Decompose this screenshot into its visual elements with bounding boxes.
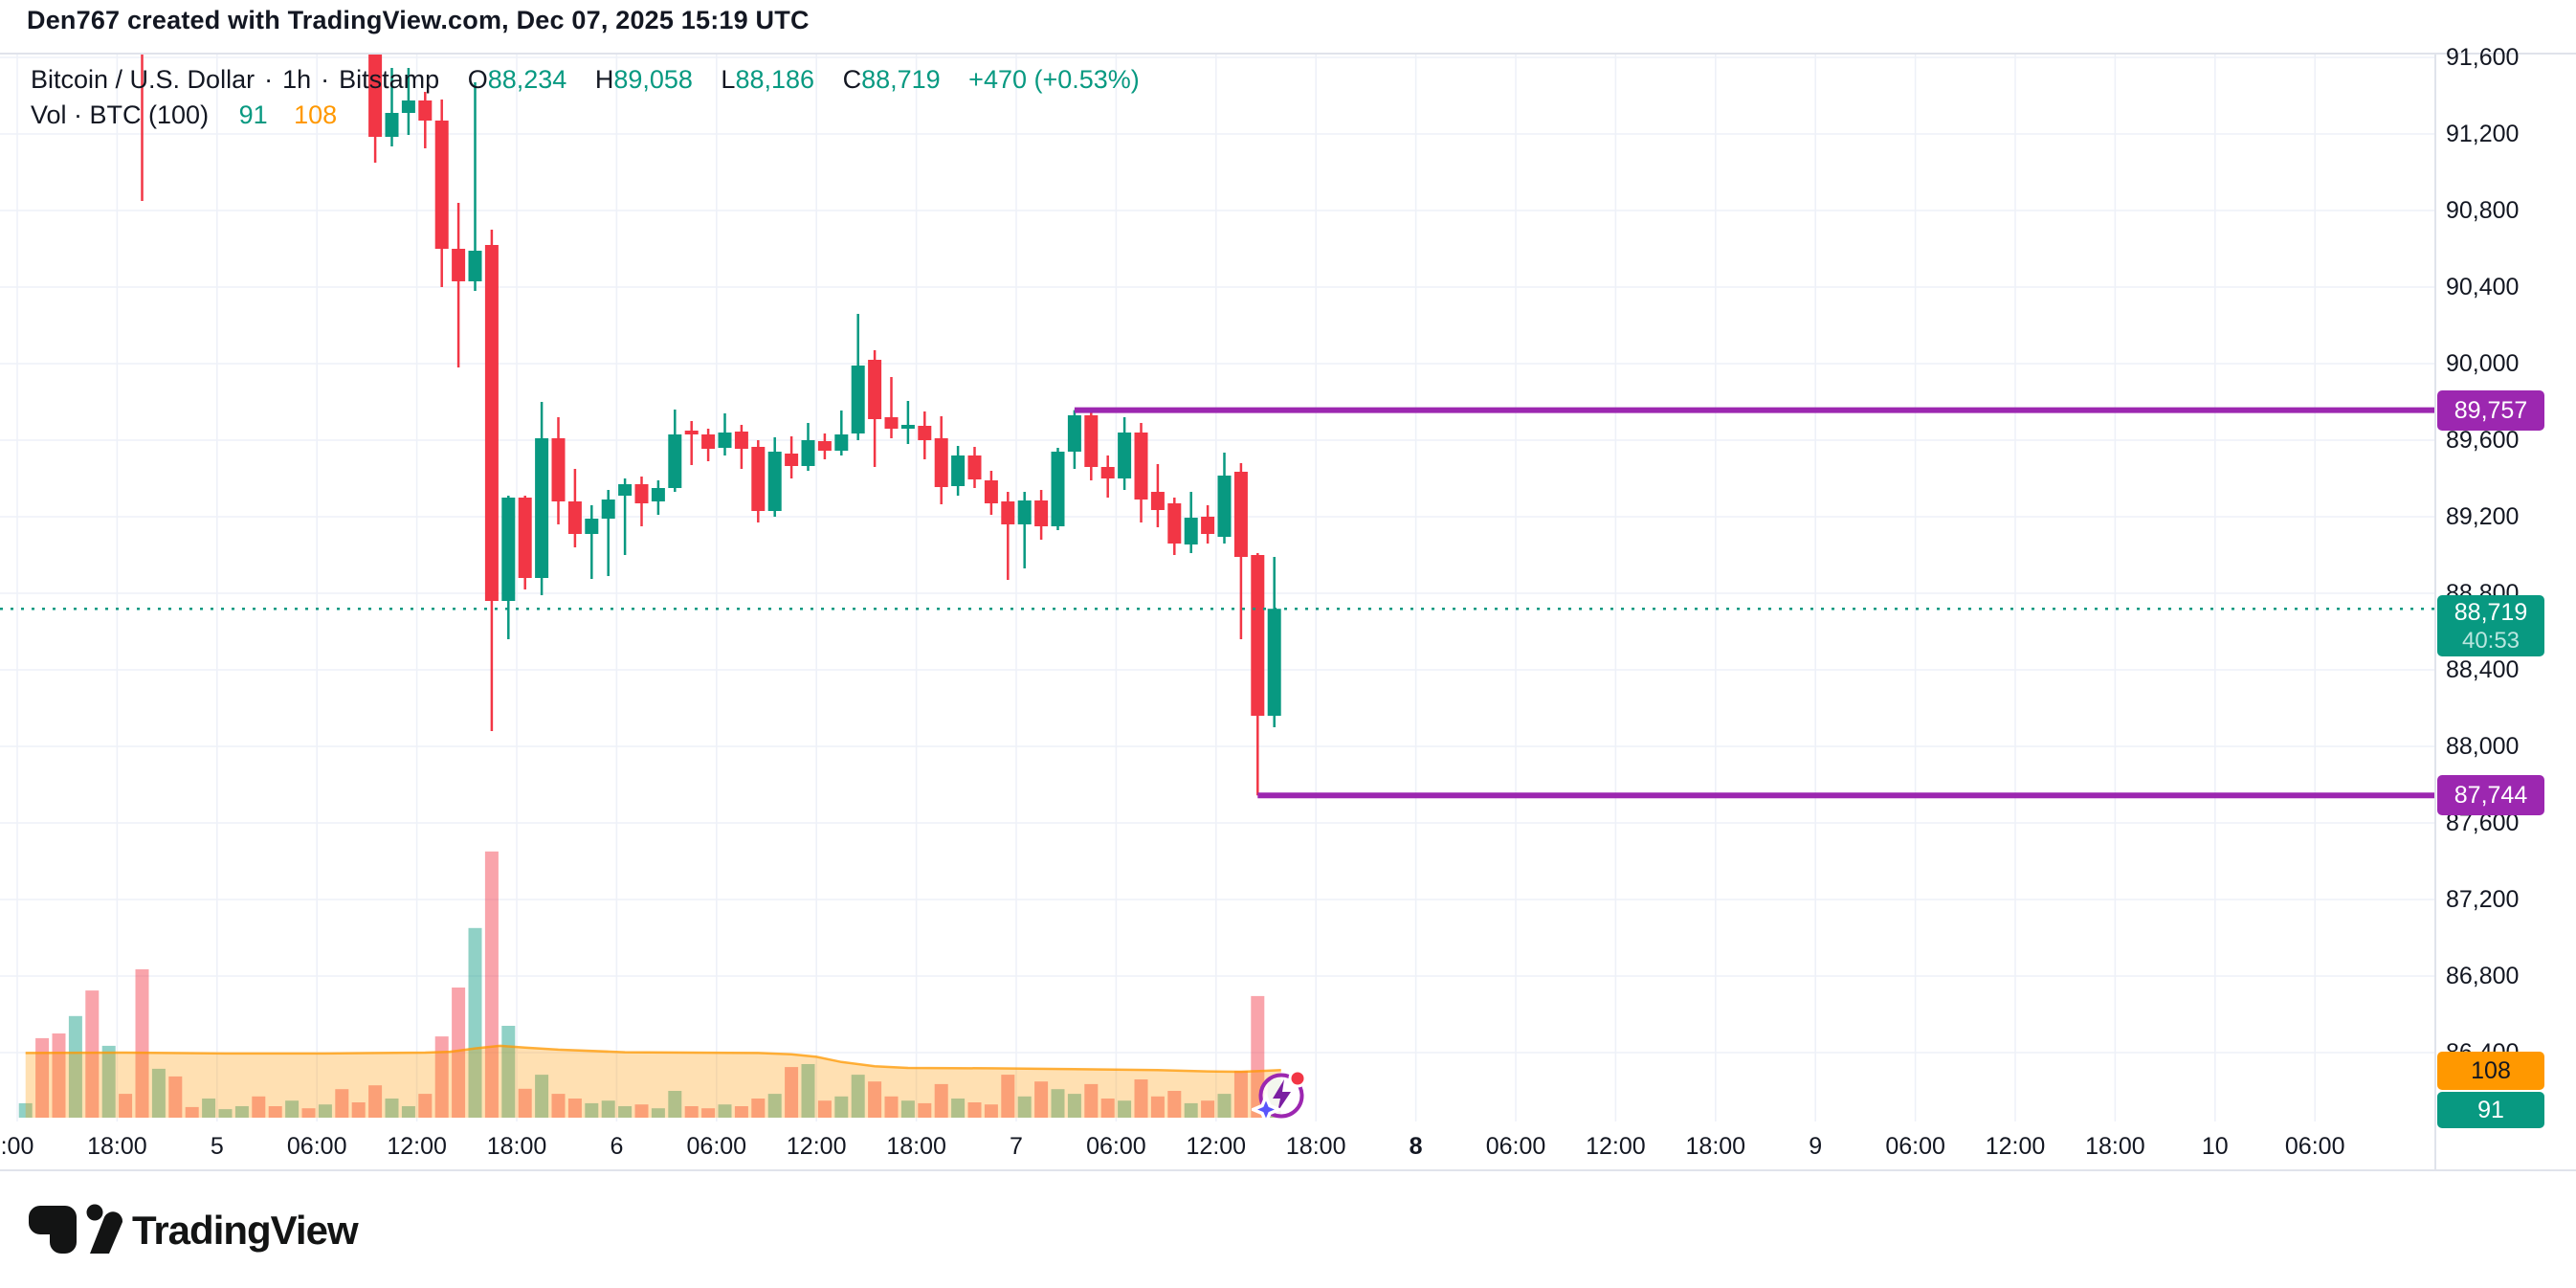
price-change: +470 (+0.53%) — [968, 65, 1140, 94]
flash-sparkle-icon[interactable] — [1252, 1066, 1311, 1125]
volume-current-value: 91 — [238, 100, 268, 129]
price-axis-label: 88,000 — [2446, 733, 2520, 760]
legend-separator: · — [264, 65, 274, 94]
volume-ma-value: 108 — [294, 100, 338, 129]
time-axis-day-label: 10 — [2201, 1133, 2229, 1160]
logo-mark-slash — [90, 1211, 123, 1254]
sparkle-star-icon — [1252, 1092, 1284, 1125]
logo-mark-left — [29, 1206, 77, 1254]
interval-label[interactable]: 1h — [282, 65, 312, 94]
time-axis-label: 12:00 — [1586, 1133, 1646, 1160]
price-axis-label: 91,200 — [2446, 121, 2520, 147]
volume-ma-badge: 108 — [2437, 1052, 2544, 1090]
time-axis-label: 06:00 — [2284, 1133, 2345, 1160]
logo-text: TradingView — [132, 1208, 359, 1253]
lightning-bolt-icon — [1273, 1079, 1291, 1112]
price-axis-label: 86,800 — [2446, 963, 2520, 989]
logo-mark-dot — [86, 1204, 103, 1221]
price-axis-label: 90,400 — [2446, 274, 2520, 300]
time-axis-label: :00 — [0, 1133, 34, 1160]
time-axis-day-label: 8 — [1409, 1133, 1423, 1160]
attribution-text: Den767 created with TradingView.com, Dec… — [27, 6, 810, 34]
last-price-value: 88,719 — [2454, 599, 2528, 627]
ohlc-open: O88,234 — [467, 65, 567, 94]
time-axis-label: 06:00 — [286, 1133, 347, 1160]
volume-current-badge: 91 — [2437, 1092, 2544, 1128]
time-axis-day-label: 5 — [210, 1133, 224, 1160]
legend-separator: · — [321, 65, 330, 94]
time-axis-label: 06:00 — [1485, 1133, 1546, 1160]
time-axis-label: 12:00 — [1186, 1133, 1247, 1160]
price-level-badge-lower: 87,744 — [2437, 775, 2544, 816]
price-axis-label: 89,600 — [2446, 427, 2520, 454]
time-axis-label: 18:00 — [87, 1133, 147, 1160]
symbol-legend: Bitcoin / U.S. Dollar · 1h · Bitstamp O88,23… — [31, 65, 1140, 95]
time-axis-label: 18:00 — [2085, 1133, 2145, 1160]
tradingview-logo[interactable]: TradingView — [25, 1198, 446, 1261]
volume-legend: Vol · BTC (100) 91 108 — [31, 100, 337, 130]
price-axis-label: 91,600 — [2446, 44, 2520, 71]
exchange-label: Bitstamp — [339, 65, 440, 94]
time-axis-label: 06:00 — [1086, 1133, 1146, 1160]
time-axis-label: 18:00 — [1285, 1133, 1346, 1160]
notification-dot — [1288, 1069, 1307, 1088]
price-axis-label: 87,200 — [2446, 886, 2520, 913]
ohlc-close: C88,719 — [842, 65, 941, 94]
time-axis-label: 12:00 — [387, 1133, 447, 1160]
price-axis-label: 88,400 — [2446, 656, 2520, 683]
last-price-badge: 88,719 40:53 — [2437, 595, 2544, 657]
time-axis-label: 18:00 — [886, 1133, 946, 1160]
volume-title[interactable]: Vol · BTC (100) — [31, 100, 210, 129]
time-axis-day-label: 6 — [610, 1133, 624, 1160]
time-axis-label: 18:00 — [486, 1133, 547, 1160]
time-axis-day-label: 9 — [1809, 1133, 1823, 1160]
ohlc-high: H89,058 — [594, 65, 693, 94]
symbol-name[interactable]: Bitcoin / U.S. Dollar — [31, 65, 255, 94]
price-level-badge-upper: 89,757 — [2437, 389, 2544, 431]
price-axis-label: 90,800 — [2446, 197, 2520, 224]
time-axis-label: 12:00 — [1985, 1133, 2046, 1160]
time-axis-label: 12:00 — [786, 1133, 847, 1160]
price-axis-label: 90,000 — [2446, 350, 2520, 377]
time-axis-label: 18:00 — [1685, 1133, 1746, 1160]
time-axis-label: 06:00 — [1885, 1133, 1945, 1160]
ohlc-low: L88,186 — [721, 65, 815, 94]
bar-close-countdown: 40:53 — [2461, 628, 2520, 655]
time-axis-label: 06:00 — [686, 1133, 747, 1160]
price-axis-label: 89,200 — [2446, 503, 2520, 530]
time-axis-day-label: 7 — [1010, 1133, 1023, 1160]
